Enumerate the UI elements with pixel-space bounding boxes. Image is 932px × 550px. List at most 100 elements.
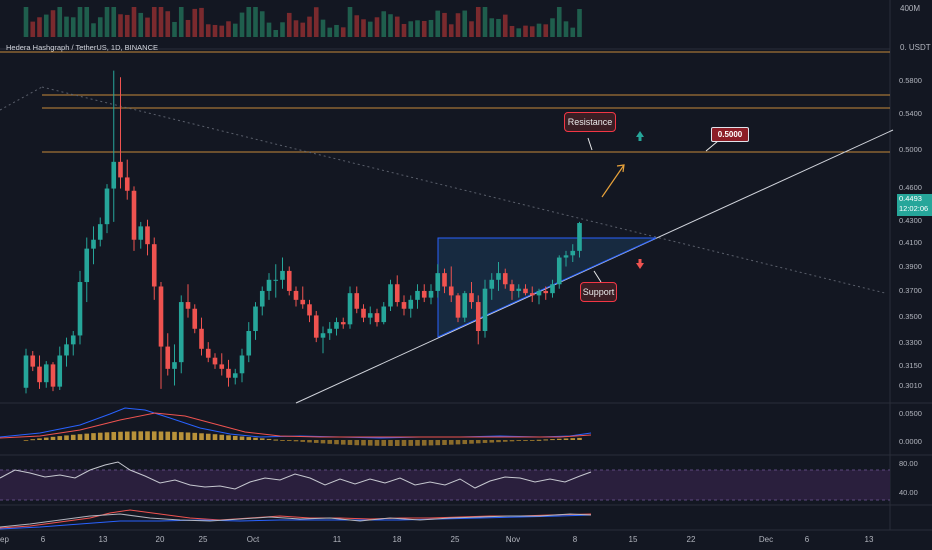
macd-histogram-bar [462, 440, 468, 445]
projection-arrow[interactable] [601, 164, 625, 198]
candle-body [158, 286, 164, 347]
time-tick: 6 [40, 535, 46, 544]
candle-body [577, 223, 582, 251]
candle-body [374, 313, 380, 323]
macd-histogram-bar [57, 436, 63, 440]
candle-body [307, 304, 312, 316]
volume-bar [205, 24, 211, 37]
volume-bar [543, 24, 549, 37]
macd-histogram-bar [118, 431, 123, 440]
triangle-pattern[interactable] [437, 237, 657, 338]
time-tick: ep [0, 535, 9, 544]
candle-body [367, 313, 373, 318]
time-tick: 20 [155, 535, 165, 544]
volume-bar [435, 10, 441, 37]
macd-histogram-bar [489, 440, 495, 443]
candle-body [448, 286, 454, 296]
macd-histogram-bar [23, 440, 29, 441]
macd-histogram-bar [367, 440, 373, 446]
volume-bar [361, 19, 366, 37]
volume-bar [273, 30, 279, 37]
volume-axis-label: 400M [900, 4, 921, 13]
macd-histogram-bar [320, 440, 326, 444]
candle-body [64, 344, 69, 356]
volume-bar [516, 28, 522, 37]
volume-bar [91, 23, 96, 37]
volume-bar [523, 25, 528, 37]
candle-body [354, 293, 360, 309]
target-price-label[interactable]: 0.5000 [711, 127, 749, 142]
volume-bar [138, 12, 144, 37]
volume-bar [37, 17, 42, 37]
candle-body [192, 308, 198, 329]
volume-bar [469, 21, 474, 37]
volume-bar [246, 7, 252, 37]
candle-series [23, 70, 582, 394]
price-tick: 0.5000 [899, 145, 922, 154]
volume-bar [118, 14, 123, 37]
volume-bar [482, 7, 488, 37]
macd-histogram-bar [259, 438, 265, 440]
support-callout[interactable]: Support [580, 282, 617, 302]
macd-histogram-bar [536, 439, 542, 441]
macd-histogram-bar [286, 440, 292, 441]
macd-histogram-bar [340, 440, 346, 445]
support-trendline[interactable] [295, 129, 894, 404]
candle-body [172, 362, 177, 369]
oscillator-line-red [0, 509, 592, 529]
volume-bar [124, 14, 130, 37]
candle-body [239, 355, 245, 374]
volume-bar [293, 20, 299, 37]
volume-bar [226, 21, 231, 37]
candle-body [550, 284, 555, 294]
macd-histogram-bar [111, 431, 117, 440]
volume-bar [43, 14, 49, 37]
macd-axis-label: 0.0000 [899, 437, 922, 446]
candle-body [104, 188, 110, 225]
candle-body [529, 293, 535, 296]
candle-body [91, 239, 96, 249]
candle-body [435, 273, 441, 291]
candle-body [340, 322, 346, 325]
price-tick: 0.4600 [899, 183, 922, 192]
candle-body [570, 250, 576, 256]
arrow-down-icon[interactable] [636, 259, 644, 269]
macd-histogram-bar [550, 439, 555, 441]
macd-histogram-bar [91, 433, 96, 440]
volume-bar [327, 27, 333, 37]
candle-body [219, 364, 225, 369]
callout-pointer [587, 137, 593, 151]
arrow-up-icon[interactable] [636, 131, 644, 141]
candle-body [320, 333, 326, 338]
current-price-value: 0.4493 [899, 194, 922, 203]
volume-bar [77, 7, 83, 37]
candle-body [205, 348, 211, 358]
candle-body [516, 288, 522, 291]
projection-arrow-head [616, 164, 625, 173]
macd-histogram-bar [70, 434, 76, 440]
volume-bar [428, 19, 434, 37]
price-tick: 0.5800 [899, 76, 922, 85]
candle-body [37, 366, 42, 383]
time-tick: 15 [628, 535, 638, 544]
volume-bar [253, 7, 258, 37]
resistance-callout[interactable]: Resistance [564, 112, 616, 132]
macd-line [0, 407, 592, 439]
dashed-trendline[interactable] [0, 86, 43, 111]
candle-body [138, 226, 144, 240]
candle-body [313, 315, 319, 338]
volume-bar [509, 25, 515, 37]
macd-histogram-bar [158, 431, 164, 440]
candle-body [347, 293, 353, 325]
volume-bar [442, 12, 447, 37]
volume-bar [232, 23, 238, 37]
macd-histogram-bar [239, 436, 245, 440]
volume-bar [556, 7, 562, 37]
macd-histogram-bar [205, 433, 211, 440]
macd-histogram-bar [280, 440, 285, 441]
macd-histogram-bar [226, 435, 231, 440]
macd-histogram-bar [394, 440, 400, 446]
macd-histogram-bar [77, 434, 83, 440]
candle-body [428, 290, 434, 298]
